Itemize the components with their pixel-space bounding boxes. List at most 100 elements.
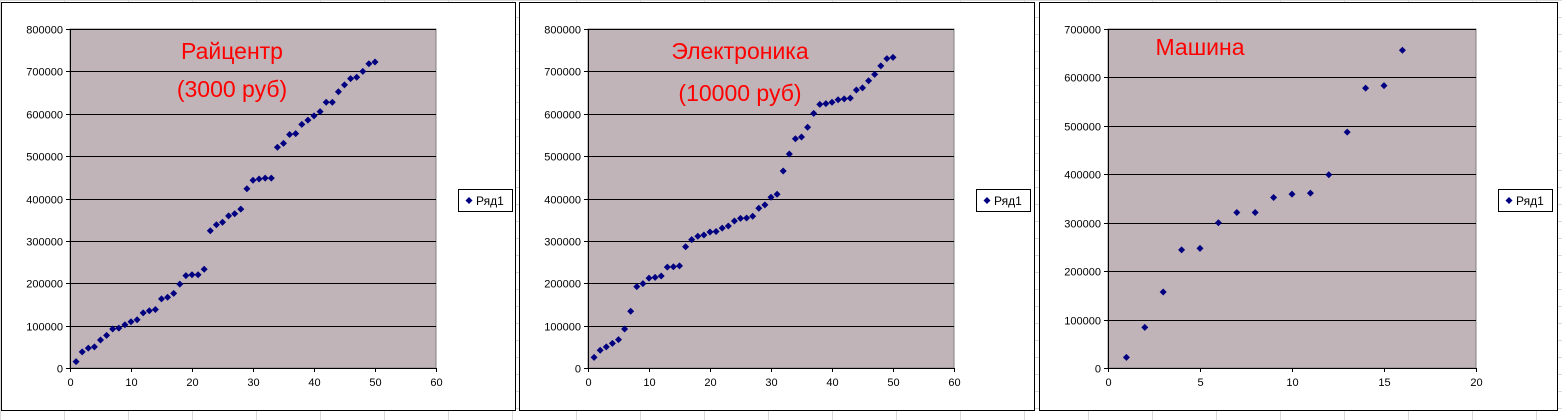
y-tick-label: 700000 <box>26 67 63 79</box>
data-point <box>773 190 781 198</box>
data-point <box>298 120 306 128</box>
data-point <box>225 212 233 220</box>
y-tick-label: 0 <box>575 364 581 376</box>
chart-elektronika-svg: 0 100000 200000 300000 400000 500000 600000 700… <box>544 25 1031 389</box>
y-tick-label: 400000 <box>544 195 581 207</box>
data-point <box>859 84 866 92</box>
data-point <box>1362 84 1370 92</box>
data-point <box>669 263 677 271</box>
data-point <box>889 53 897 61</box>
data-point <box>865 77 873 85</box>
y-tick-label: 400000 <box>1064 170 1101 182</box>
y-tick-label: 500000 <box>1064 122 1101 134</box>
data-point <box>718 224 726 232</box>
data-point <box>767 193 775 201</box>
data-point <box>237 205 245 213</box>
data-point <box>371 58 379 66</box>
data-point <box>700 231 708 239</box>
data-point <box>779 167 787 175</box>
data-point <box>158 295 165 303</box>
chart-elektronika[interactable]: 0 100000 200000 300000 400000 500000 600000 700… <box>519 2 1035 411</box>
y-tick-label: 600000 <box>26 110 63 122</box>
x-tick-label: 30 <box>765 377 777 389</box>
data-point <box>615 336 622 344</box>
data-point <box>761 201 769 209</box>
y-tick-label: 100000 <box>1064 316 1101 328</box>
data-point <box>743 214 751 222</box>
data-point <box>127 318 135 326</box>
data-point <box>1214 219 1222 227</box>
plot-area <box>1107 28 1477 369</box>
data-point <box>1122 353 1130 361</box>
x-tick-label: 30 <box>247 377 259 389</box>
x-tick-label: 20 <box>1470 377 1482 389</box>
data-point <box>334 88 342 96</box>
data-point <box>267 174 275 182</box>
data-point <box>1159 288 1167 296</box>
data-point <box>651 273 659 281</box>
data-point <box>359 67 367 75</box>
legend-marker-icon <box>983 197 991 204</box>
y-tick-label: 500000 <box>544 152 581 164</box>
data-point <box>164 293 172 301</box>
y-tick-label: 100000 <box>544 322 581 334</box>
data-point <box>749 212 757 220</box>
data-point <box>304 116 312 124</box>
chart-raitsentr[interactable]: 0 100000 200000 300000 400000 500000 600000 700… <box>1 2 516 411</box>
chart-raitsentr-svg: 0 100000 200000 300000 400000 500000 600000 700… <box>26 25 513 389</box>
data-point <box>1380 82 1388 90</box>
data-point <box>206 227 214 235</box>
data-point <box>1306 189 1314 197</box>
legend-marker-icon <box>465 197 473 204</box>
data-point <box>1270 194 1278 202</box>
data-point <box>834 96 842 104</box>
chart-title-line: (3000 руб) <box>177 76 287 102</box>
data-point <box>816 100 824 108</box>
y-tick-label: 600000 <box>1064 73 1101 85</box>
chart-title-line: Электроника <box>671 38 809 64</box>
data-point <box>194 271 202 279</box>
data-point <box>261 174 269 182</box>
data-point <box>115 324 123 332</box>
data-point <box>347 75 355 83</box>
chart-mashina[interactable]: 0 100000 200000 300000 400000 500000 600000 700… <box>1039 2 1558 411</box>
x-tick-label: 0 <box>67 377 73 389</box>
y-tick-label: 200000 <box>1064 267 1101 279</box>
y-tick-label: 400000 <box>26 195 63 207</box>
legend-box <box>1498 189 1553 212</box>
y-tick-label: 800000 <box>544 25 581 37</box>
legend-label: Ряд1 <box>994 194 1022 208</box>
data-point <box>322 98 330 106</box>
data-point <box>791 135 799 143</box>
x-tick-label: 20 <box>186 377 198 389</box>
x-tick-label: 15 <box>1378 377 1390 389</box>
data-point <box>633 283 641 291</box>
data-point <box>785 150 793 158</box>
x-tick-label: 5 <box>1197 377 1203 389</box>
data-point <box>310 112 318 120</box>
data-point <box>182 272 190 280</box>
y-tick-label: 0 <box>57 364 63 376</box>
data-point <box>883 55 891 63</box>
x-tick-label: 10 <box>1286 377 1298 389</box>
x-tick-label: 10 <box>125 377 137 389</box>
data-point <box>1325 171 1333 179</box>
data-point <box>694 232 702 240</box>
data-point <box>822 100 830 108</box>
data-point <box>608 339 616 347</box>
data-point <box>1196 244 1204 252</box>
legend-label: Ряд1 <box>1516 194 1544 208</box>
y-tick-label: 200000 <box>544 279 581 291</box>
y-tick-label: 800000 <box>26 25 63 37</box>
data-point <box>663 263 671 271</box>
data-point <box>90 343 98 351</box>
legend-label: Ряд1 <box>476 194 504 208</box>
y-tick-label: 500000 <box>26 152 63 164</box>
chart-title-line: Райцентр <box>181 38 283 64</box>
data-point <box>145 307 153 315</box>
data-point <box>602 343 610 351</box>
data-point <box>1233 209 1241 217</box>
data-point <box>133 316 141 324</box>
data-point <box>280 139 287 147</box>
legend-marker-icon <box>1505 197 1513 204</box>
